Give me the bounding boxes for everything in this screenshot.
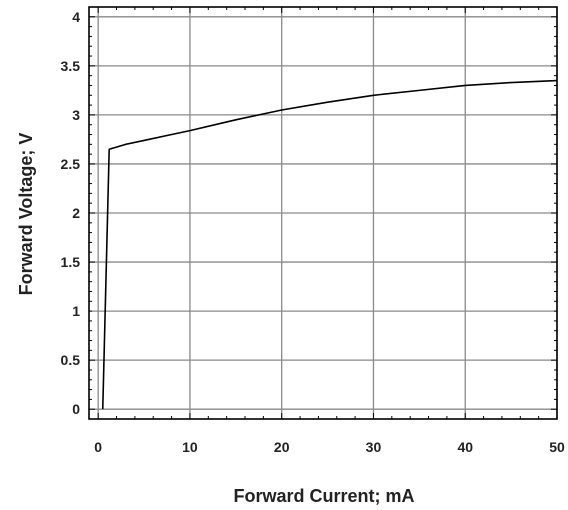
x-tick-label: 30 [366,439,382,455]
y-tick-label: 0 [72,401,80,417]
y-tick-label: 2 [72,205,80,221]
x-tick-label: 0 [94,439,102,455]
y-tick-label: 4 [72,9,80,25]
y-tick-label: 3.5 [61,58,81,74]
y-tick-label: 3 [72,107,80,123]
y-tick-label: 2.5 [61,156,81,172]
x-tick-label: 50 [549,439,565,455]
data-series [101,79,558,410]
x-tick-label: 10 [182,439,198,455]
grid [89,7,558,419]
tick-labels: 0 10 20 30 40 50 0 0.5 1 1.5 2 2.5 3 3.5 4 [61,9,565,455]
y-tick-label: 0.5 [61,352,81,368]
x-tick-label: 20 [274,439,290,455]
y-tick-label: 1 [72,303,80,319]
series-line-0 [101,79,558,410]
x-axis-label: Forward Current; mA [233,486,414,506]
y-axis-label: Forward Voltage; V [16,133,36,296]
plot-frame [88,6,558,420]
x-tick-label: 40 [457,439,473,455]
y-tick-label: 1.5 [61,254,81,270]
